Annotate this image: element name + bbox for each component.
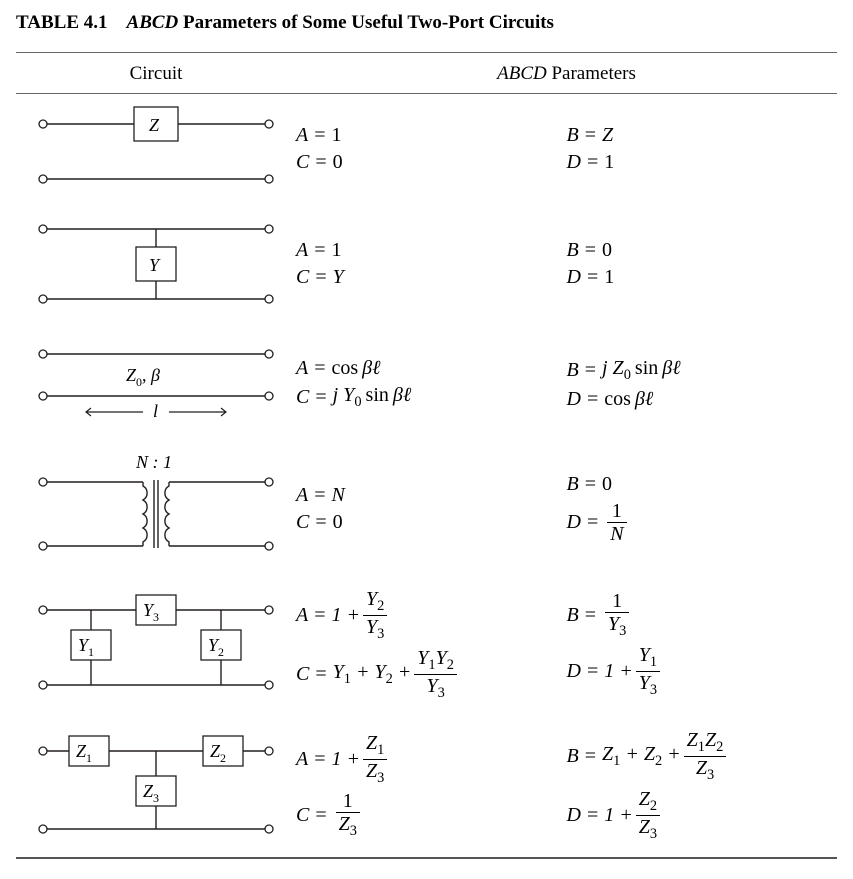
eq-B: B=Z	[567, 124, 838, 147]
eq-A: A=1	[296, 124, 567, 147]
circuit-transformer: N : 1	[16, 454, 296, 564]
t-network-diagram: Z1 Z2 Z3	[31, 731, 281, 841]
table-row: Z0, β l A=cos βℓ C=j Y0 sin βℓ B=j Z0 si…	[16, 324, 837, 444]
eq-D: D=1	[567, 266, 838, 289]
eq-C: C=Y	[296, 266, 567, 289]
eq-B: B=0	[567, 239, 838, 262]
eq-D: D=1 + Z2Z3	[567, 788, 838, 843]
series-z-diagram: Z	[31, 104, 281, 194]
page: TABLE 4.1 ABCD Parameters of Some Useful…	[0, 0, 853, 879]
tline-diagram: Z0, β l	[31, 334, 281, 434]
rule-bottom	[16, 857, 837, 859]
eq-C: C=Y1 + Y2 + Y1Y2Y3	[296, 647, 567, 702]
eq-C: C=0	[296, 151, 567, 174]
eq-C: C=j Y0 sin βℓ	[296, 384, 567, 411]
table-row: Y A=1 C=Y B=0 D=1	[16, 204, 837, 324]
eq-B: B=Z1 + Z2 + Z1Z2Z3	[567, 729, 838, 784]
eq-B: B=0	[567, 473, 838, 496]
params-tline: A=cos βℓ C=j Y0 sin βℓ B=j Z0 sin βℓ D=c…	[296, 353, 837, 415]
header-params-abcd: ABCD	[497, 63, 547, 84]
eq-A: A=1 + Y2Y3	[296, 588, 567, 643]
table-row: N : 1 A=N C=0 B=0 D=	[16, 444, 837, 574]
header-circuit: Circuit	[16, 63, 296, 85]
eq-A: A=N	[296, 484, 567, 507]
caption-rest: Parameters of Some Useful Two-Port Circu…	[178, 12, 554, 33]
tline-z0beta-label: Z0, β	[126, 365, 160, 389]
tline-length-label: l	[153, 401, 158, 421]
table-row: Z A=1 C=0 B=Z D=1	[16, 94, 837, 204]
params-transformer: A=N C=0 B=0 D= 1N	[296, 469, 837, 549]
eq-D: D= 1N	[567, 500, 838, 545]
eq-B: B= 1Y3	[567, 590, 838, 640]
circuit-tline: Z0, β l	[16, 334, 296, 434]
eq-A: A=1	[296, 239, 567, 262]
eq-C: C= 1Z3	[296, 790, 567, 840]
circuit-shunt-y: Y	[16, 214, 296, 314]
shunt-y-diagram: Y	[31, 214, 281, 314]
params-t-network: A=1 + Z1Z3 C= 1Z3 B=Z1 + Z2 + Z1Z2Z3 D=1…	[296, 725, 837, 846]
eq-D: D=1	[567, 151, 838, 174]
params-series-z: A=1 C=0 B=Z D=1	[296, 120, 837, 178]
eq-A: A=1 + Z1Z3	[296, 732, 567, 787]
table-row: Y3 Y1 Y2 A=1 + Y2Y3	[16, 574, 837, 715]
table-row: Z1 Z2 Z3 A=1 + Z1Z3 C= 1Z3	[16, 715, 837, 856]
circuit-t-network: Z1 Z2 Z3	[16, 731, 296, 841]
table-header: Circuit ABCD Parameters	[16, 53, 837, 93]
header-params-rest: Parameters	[547, 63, 636, 84]
eq-A: A=cos βℓ	[296, 357, 567, 380]
transformer-ratio-label: N : 1	[135, 454, 172, 472]
caption-label: TABLE 4.1	[16, 12, 108, 33]
transformer-diagram: N : 1	[31, 454, 281, 564]
z-label: Z	[149, 115, 160, 135]
circuit-pi-network: Y3 Y1 Y2	[16, 590, 296, 700]
header-params: ABCD Parameters	[296, 63, 837, 85]
caption-abcd: ABCD	[127, 12, 179, 33]
eq-D: D=1 + Y1Y3	[567, 644, 838, 699]
eq-C: C=0	[296, 511, 567, 534]
params-shunt-y: A=1 C=Y B=0 D=1	[296, 235, 837, 293]
circuit-series-z: Z	[16, 104, 296, 194]
eq-D: D=cos βℓ	[567, 388, 838, 411]
params-pi-network: A=1 + Y2Y3 C=Y1 + Y2 + Y1Y2Y3 B= 1Y3 D=1…	[296, 584, 837, 705]
table-caption: TABLE 4.1 ABCD Parameters of Some Useful…	[16, 12, 837, 34]
eq-B: B=j Z0 sin βℓ	[567, 357, 838, 384]
pi-network-diagram: Y3 Y1 Y2	[31, 590, 281, 700]
